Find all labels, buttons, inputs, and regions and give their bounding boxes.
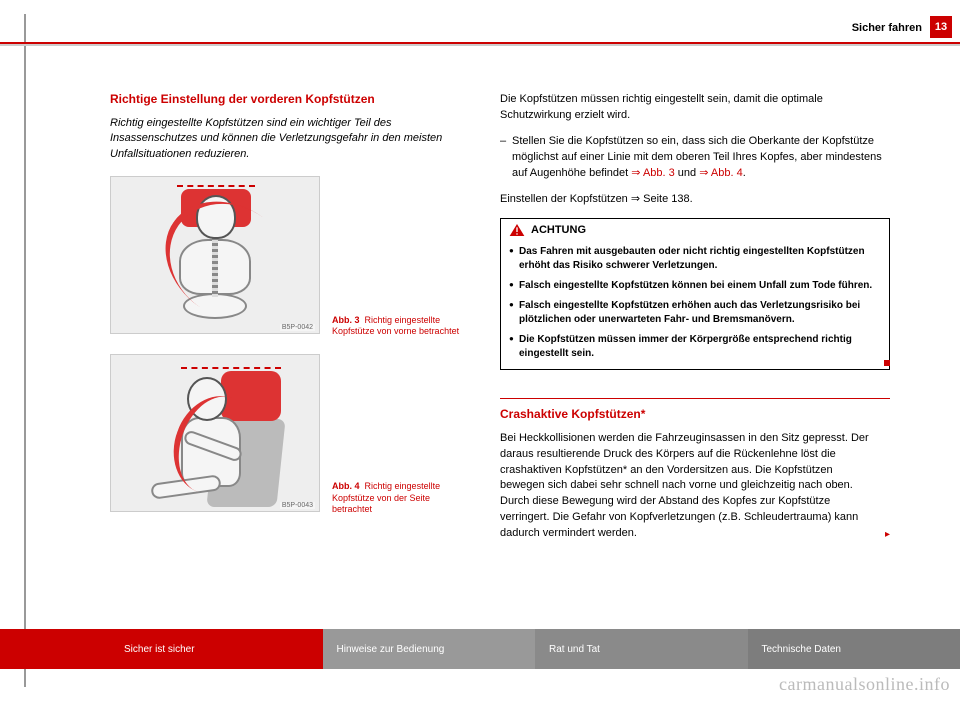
footer-tab-rat: Rat und Tat: [535, 629, 748, 669]
header-rule-shadow: [0, 44, 960, 46]
ref-seite138: ⇒ Seite 138.: [631, 193, 693, 205]
warning-header: ACHTUNG: [501, 219, 889, 241]
figure-row-2: B5P-0043 Abb. 4 Richtig eingestellte Kop…: [110, 354, 480, 522]
warning-item: Falsch eingestellte Kopfstützen können b…: [509, 279, 881, 293]
watermark: carmanualsonline.info: [779, 674, 950, 695]
section-crashaktive: Crashaktive Kopfstützen* Bei Heckkollisi…: [500, 398, 890, 543]
paragraph-crashaktive-text: Bei Heckkollisionen werden die Fahrzeugi…: [500, 432, 869, 540]
figure-4: B5P-0043: [110, 354, 320, 512]
section-rule: [500, 398, 890, 399]
dash-line: [181, 367, 281, 369]
warning-item: Das Fahren mit ausgebauten oder nicht ri…: [509, 245, 881, 273]
dash-line: [177, 185, 255, 187]
header: Sicher fahren 13: [0, 0, 960, 48]
warning-item-text: Die Kopfstützen müssen immer der Körperg…: [519, 334, 852, 359]
right-column: Die Kopfstützen müssen richtig eingestel…: [500, 92, 890, 552]
footer-tab-hinweise: Hinweise zur Bedienung: [323, 629, 536, 669]
figure-code: B5P-0042: [280, 324, 315, 331]
instruction-text-mid: und: [675, 167, 699, 179]
ref-abb4: ⇒ Abb. 4: [699, 167, 742, 179]
left-column: Richtige Einstellung der vorderen Kopfst…: [110, 92, 480, 532]
instruction-text-end: .: [743, 167, 746, 179]
paragraph-seite-ref: Einstellen der Kopfstützen ⇒ Seite 138.: [500, 192, 890, 208]
footer-tabs: Sicher ist sicher Hinweise zur Bedienung…: [0, 629, 960, 669]
paragraph-crashaktive: Bei Heckkollisionen werden die Fahrzeugi…: [500, 431, 890, 543]
paragraph-intro: Die Kopfstützen müssen richtig eingestel…: [500, 92, 890, 124]
warning-body: Das Fahren mit ausgebauten oder nicht ri…: [501, 241, 889, 369]
figure-3: B5P-0042: [110, 176, 320, 334]
page-number: 13: [930, 16, 952, 38]
figure-4-num: Abb. 4: [332, 481, 360, 491]
figure-code: B5P-0043: [280, 502, 315, 509]
seatbelt: [142, 177, 320, 347]
ref-abb3: ⇒ Abb. 3: [631, 167, 674, 179]
footer-tab-sicher: Sicher ist sicher: [110, 629, 323, 669]
figure-4-caption: Abb. 4 Richtig eingestellte Kopfstütze v…: [332, 481, 472, 522]
figure-row-1: B5P-0042 Abb. 3 Richtig eingestellte Kop…: [110, 176, 480, 344]
warning-icon: [509, 223, 525, 237]
figure-3-caption: Abb. 3 Richtig eingestellte Kopfstütze v…: [332, 315, 472, 344]
heading-crashaktive: Crashaktive Kopfstützen*: [500, 407, 890, 421]
warning-box: ACHTUNG Das Fahren mit ausgebauten oder …: [500, 218, 890, 370]
footer-tab-technische: Technische Daten: [748, 629, 960, 669]
footer-tab-leader: [0, 629, 110, 669]
section-end-mark: [884, 360, 890, 366]
warning-item: Falsch eingestellte Kopfstützen erhöhen …: [509, 299, 881, 327]
warning-title: ACHTUNG: [531, 224, 586, 236]
binding-edge: [24, 14, 26, 687]
heading-headrest-adjust: Richtige Einstellung der vorderen Kopfst…: [110, 92, 480, 106]
instruction-item: Stellen Sie die Kopfstützen so ein, dass…: [500, 134, 890, 182]
warning-item: Die Kopfstützen müssen immer der Körperg…: [509, 333, 881, 361]
figure-3-num: Abb. 3: [332, 315, 360, 325]
section-title: Sicher fahren: [852, 22, 922, 34]
page: Sicher fahren 13 Richtige Einstellung de…: [0, 0, 960, 701]
p2a: Einstellen der Kopfstützen: [500, 193, 631, 205]
intro-text: Richtig eingestellte Kopfstützen sind ei…: [110, 116, 480, 162]
continue-icon: ▸: [885, 528, 890, 543]
